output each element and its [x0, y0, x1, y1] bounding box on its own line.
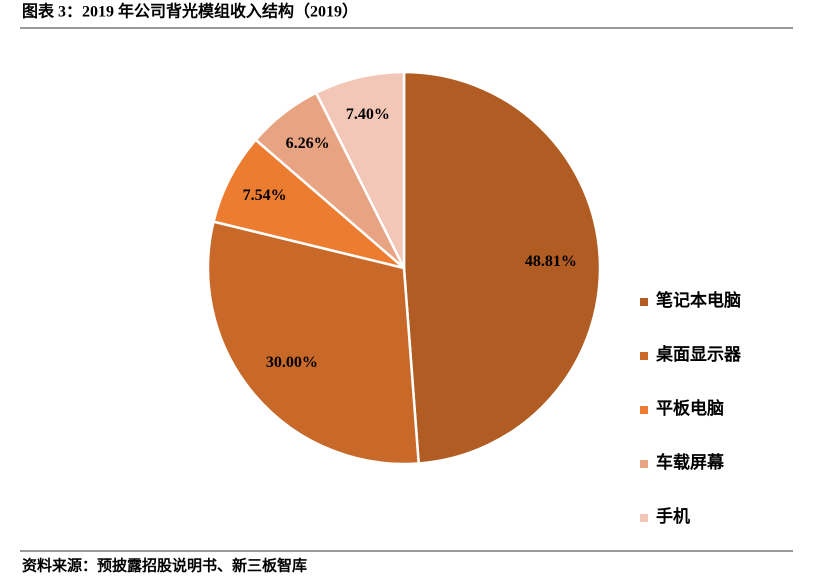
legend-label: 手机: [656, 506, 690, 526]
data-label: 48.81%: [525, 253, 577, 270]
source: 资料来源：预披露招股说明书、新三板智库: [22, 556, 307, 574]
legend-label: 平板电脑: [656, 398, 724, 418]
legend-swatch: [640, 460, 648, 468]
data-label: 7.40%: [346, 106, 390, 123]
legend-label: 笔记本电脑: [656, 290, 741, 310]
pie-slice: [206, 220, 421, 466]
legend-swatch: [640, 352, 648, 360]
legend-swatch: [640, 514, 648, 522]
legend-swatch: [640, 406, 648, 414]
pie-slice: [402, 70, 602, 465]
data-label: 30.00%: [266, 354, 318, 371]
data-label: 6.26%: [286, 135, 330, 152]
legend-label: 车载屏幕: [656, 452, 725, 472]
chart-title: 图表 3：2019 年公司背光模组收入结构（2019）: [22, 2, 358, 21]
pie-slice: [314, 70, 406, 269]
data-label: 7.54%: [243, 187, 287, 204]
legend-swatch: [640, 298, 648, 306]
legend-label: 桌面显示器: [656, 345, 742, 364]
